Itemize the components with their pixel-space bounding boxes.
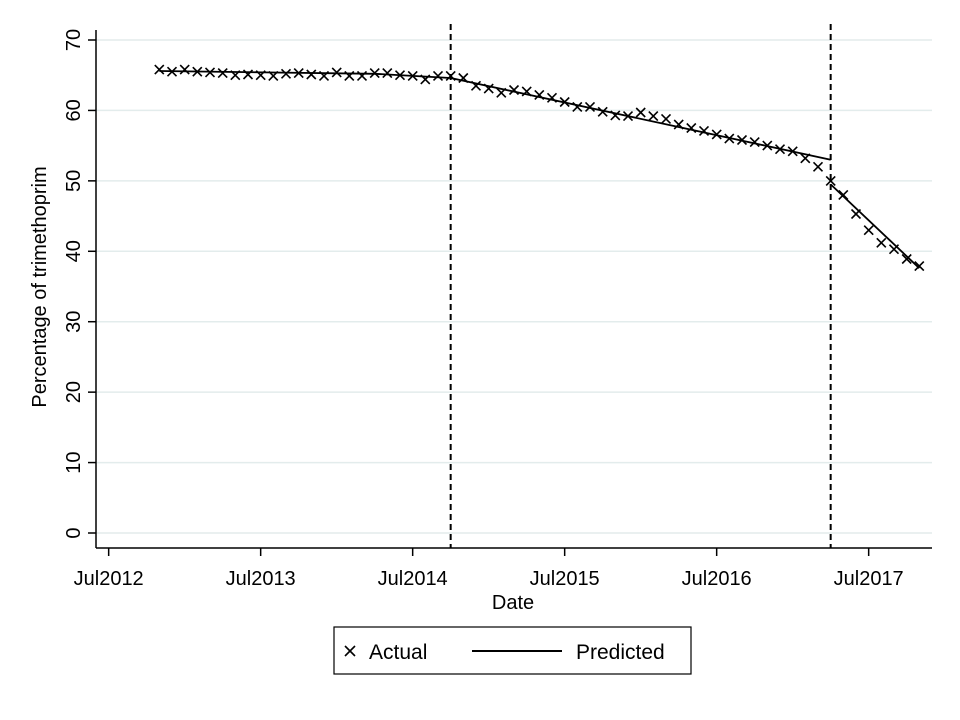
axes [95,30,932,549]
actual-point [648,111,659,122]
predicted-line-segment [830,183,920,269]
actual-point [280,68,292,79]
x-tick-label: Jul2017 [834,568,904,590]
actual-point [154,64,165,75]
actual-point [432,70,444,81]
legend-label-actual: Actual [369,641,427,664]
y-tick-label: 10 [63,451,85,473]
actual-point [635,107,646,118]
x-tick-label: Jul2013 [226,568,296,590]
y-tick-label: 20 [63,381,85,403]
y-tick-label: 30 [63,311,85,333]
actual-point [901,253,912,265]
x-tick-label: Jul2016 [682,568,752,590]
y-tick-label: 40 [63,240,85,262]
x-tick-label: Jul2015 [530,568,600,590]
legend-item-actual: Actual [344,641,427,664]
actual-point [838,189,849,200]
x-tick-label: Jul2014 [378,568,448,590]
y-tick-label: 60 [63,99,85,121]
legend-item-predicted: Predicted [472,641,665,664]
predicted-line-segment [450,77,831,161]
actual-point [331,67,342,78]
x-ticks: Jul2012 Jul2013 Jul2014 Jul2015 Jul2016 Jul20… [74,548,904,590]
series [154,64,925,272]
legend-label-predicted: Predicted [576,641,665,664]
actual-point [179,64,190,75]
predicted-line-segment [159,70,451,79]
actual-point [825,175,836,186]
reference-lines [449,24,832,548]
x-tick-label: Jul2012 [74,568,144,590]
y-tick-label: 0 [63,527,85,538]
actual-point [812,161,824,172]
y-tick-label: 70 [63,29,85,51]
legend: Actual Predicted [333,626,692,675]
actual-point [914,261,925,272]
y-tick-label: 50 [63,170,85,192]
actual-point [382,68,393,79]
actual-point [876,237,887,248]
y-ticks: 0 10 20 30 40 50 60 70 [63,29,96,539]
legend-marker-x-icon [344,645,356,657]
actual-point [584,101,596,112]
y-axis-title: Percentage of trimethoprim [29,166,51,407]
x-axis-title: Date [492,592,534,614]
gridlines [96,39,932,534]
actual-point [306,69,317,80]
actual-point [749,137,760,148]
actual-point [660,113,672,124]
actual-point [597,106,608,117]
actual-point [863,225,874,236]
actual-point [217,68,228,79]
